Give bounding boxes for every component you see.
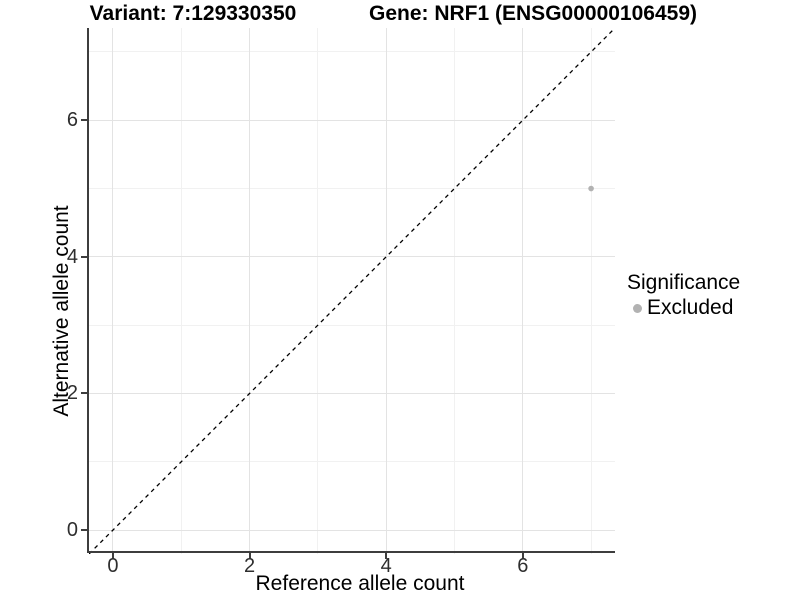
x-tick-label: 4 [380,555,392,577]
gridline-minor-x [453,28,455,554]
y-axis-line [87,28,89,553]
plot-panel [89,28,615,554]
plot-title-variant: Variant: 7:129330350 [89,2,297,25]
x-axis-line [87,551,615,553]
x-tick-mark [521,553,524,559]
y-tick-mark [81,255,87,258]
x-tick-label: 2 [243,555,256,577]
y-axis-title: Alternative allele count [50,205,73,417]
y-tick-mark [81,392,87,395]
gridline-major-y [89,529,615,531]
excluded-point-icon [633,303,642,313]
gridline-minor-y [89,51,615,53]
gridline-major-x [249,28,251,554]
x-tick-label: 6 [517,555,529,577]
x-tick-mark [248,553,251,559]
legend-item-label: Excluded [647,296,734,319]
plot-title-gene: Gene: NRF1 (ENSG00000106459) [369,2,697,25]
y-tick-mark [81,529,87,532]
y-tick-label: 0 [66,519,78,542]
gridline-major-y [89,256,615,258]
gridline-major-x [385,28,387,554]
gridline-major-x [112,28,114,554]
gridline-minor-x [590,28,592,554]
legend: Significance Excluded [627,271,740,320]
gridline-minor-y [89,324,615,326]
x-axis-title: Reference allele count [255,572,465,595]
legend-item-excluded: Excluded [627,296,740,320]
gridline-minor-y [89,461,615,463]
gridline-major-x [522,28,524,554]
gridline-major-y [89,119,615,121]
y-tick-label: 2 [66,382,78,405]
gridline-minor-x [180,28,182,554]
x-tick-mark [385,553,388,559]
x-tick-mark [111,553,114,559]
gridline-minor-x [317,28,319,554]
identity-reference-line [89,28,615,554]
data-points-layer [588,185,594,192]
y-tick-label: 4 [66,245,78,268]
x-tick-label: 0 [107,555,119,577]
gridline-major-y [89,392,615,394]
y-tick-label: 6 [66,109,78,132]
gridline-minor-y [89,188,615,190]
legend-title: Significance [627,271,741,294]
data-point-excluded [588,185,594,192]
plot-canvas [89,28,615,554]
y-tick-mark [81,119,87,122]
